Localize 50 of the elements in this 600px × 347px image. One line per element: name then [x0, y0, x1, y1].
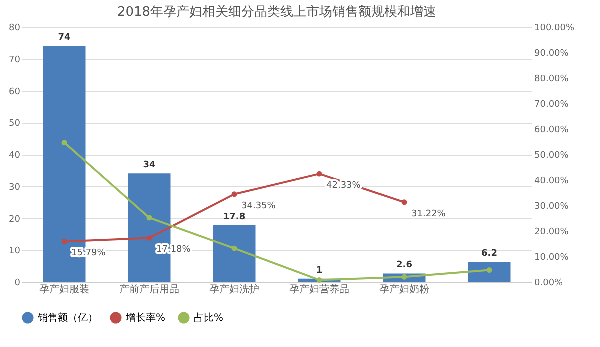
- data-label: 31.22%: [412, 209, 446, 220]
- point: [146, 215, 152, 221]
- bar: [213, 225, 256, 282]
- y-tick-label: 50: [9, 119, 21, 130]
- y-tick-label: 0: [14, 278, 21, 288]
- point: [62, 140, 68, 146]
- x-tick-label: 孕产妇服装: [40, 284, 90, 296]
- y2-tick-label: 70.00%: [534, 100, 570, 110]
- data-label: 74: [58, 33, 71, 44]
- point: [146, 235, 152, 241]
- data-label: 34.35%: [242, 201, 276, 212]
- data-label: 34: [143, 160, 156, 171]
- point: [486, 268, 492, 274]
- data-label: 6.2: [482, 249, 498, 260]
- y-tick-label: 60: [9, 87, 21, 98]
- point: [402, 274, 408, 280]
- x-tick-label: 孕产妇营养品: [290, 284, 350, 296]
- y2-tick-label: 0.00%: [534, 278, 564, 288]
- point: [402, 200, 408, 206]
- data-label: 1: [316, 266, 323, 276]
- x-tick-label: 孕产妇洗护: [210, 284, 260, 296]
- y2-tick-label: 20.00%: [534, 228, 570, 238]
- point: [232, 192, 238, 198]
- point: [316, 277, 322, 283]
- y2-tick-label: 90.00%: [534, 49, 570, 59]
- legend-label: 增长率%: [125, 312, 166, 324]
- point: [316, 171, 322, 177]
- y-tick-label: 40: [9, 151, 21, 161]
- data-label: 2.6: [396, 260, 412, 271]
- y-tick-label: 20: [9, 214, 21, 225]
- y2-tick-label: 50.00%: [534, 151, 570, 161]
- legend-label: 销售额（亿）: [37, 312, 98, 324]
- bar: [468, 262, 511, 282]
- point: [62, 239, 68, 244]
- data-label: 17.8: [223, 212, 246, 222]
- y2-tick-label: 30.00%: [534, 202, 570, 212]
- x-tick-label: 孕产妇奶粉: [380, 284, 430, 296]
- y2-tick-label: 80.00%: [534, 74, 570, 84]
- y2-tick-label: 10.00%: [534, 253, 570, 263]
- y2-tick-label: 40.00%: [534, 176, 570, 186]
- y-tick-label: 30: [9, 182, 21, 193]
- point: [232, 246, 238, 252]
- y-tick-label: 70: [9, 55, 21, 66]
- x-tick-label: 产前产后用品: [120, 284, 180, 296]
- y2-tick-label: 60.00%: [534, 126, 570, 136]
- y-tick-label: 10: [9, 246, 21, 257]
- y2-tick-label: 100.00%: [534, 24, 575, 34]
- chart-title: 2018年孕产妇相关细分品类线上市场销售额规模和增速: [117, 5, 437, 20]
- legend-label: 占比%: [194, 312, 224, 324]
- y-tick-label: 80: [9, 24, 21, 34]
